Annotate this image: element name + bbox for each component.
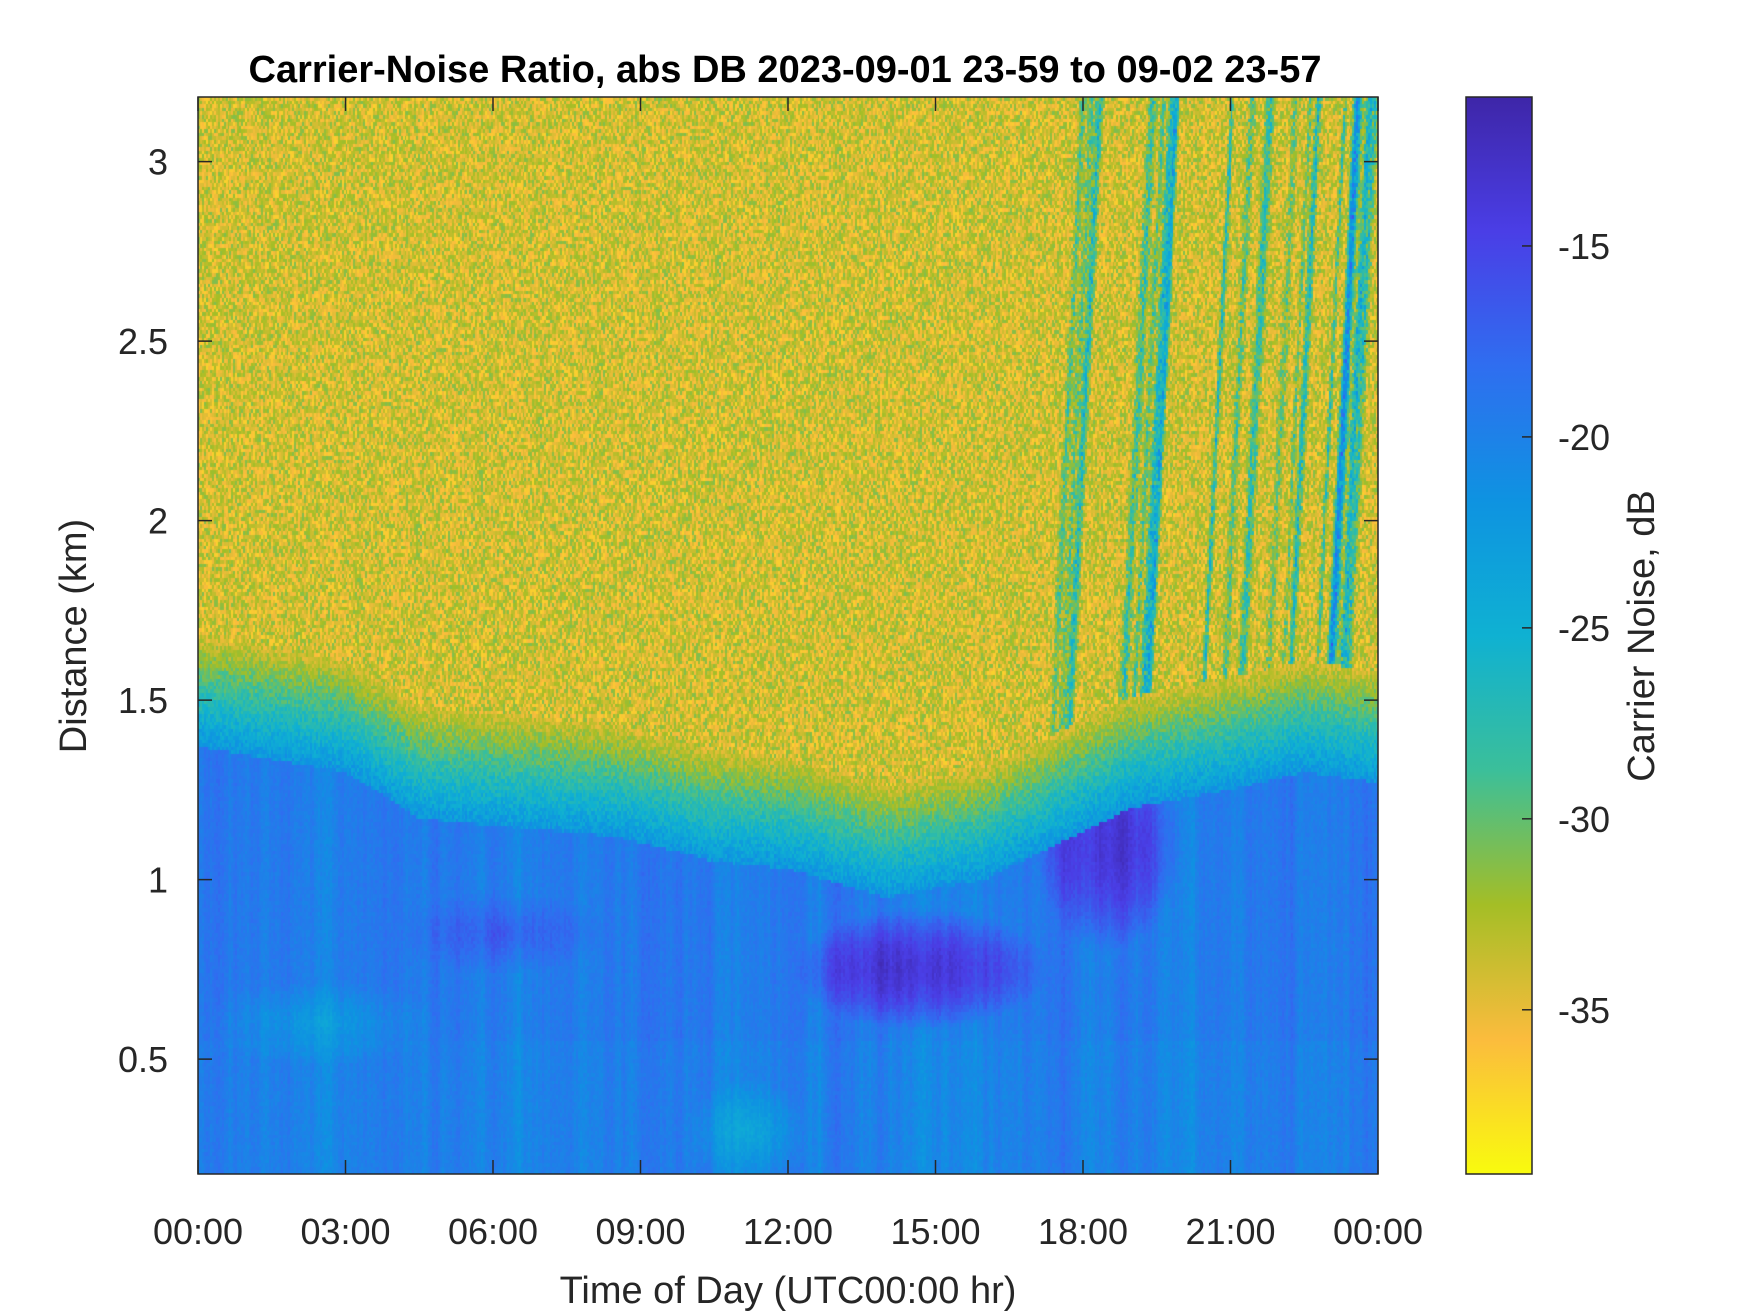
heatmap-image	[198, 97, 1378, 1174]
heatmap-canvas-holder	[198, 97, 1378, 1174]
colorbar-tick-label: -15	[1558, 226, 1610, 267]
y-axis-label: Distance (km)	[53, 519, 95, 753]
colorbar-bar	[1465, 96, 1533, 1175]
x-tick-label: 15:00	[890, 1211, 980, 1252]
colorbar-tick-label: -20	[1558, 417, 1610, 458]
chart-title: Carrier-Noise Ratio, abs DB 2023-09-01 2…	[249, 49, 1322, 91]
colorbar-ticks: -15 -20 -25 -30 -35	[1522, 226, 1610, 1031]
y-tick-label: 2.5	[118, 321, 168, 362]
y-tick-label: 1.5	[118, 680, 168, 721]
x-tick-label: 06:00	[448, 1211, 538, 1252]
y-tick-label: 2	[148, 501, 168, 542]
heatmap-plot-area	[197, 96, 1379, 1175]
x-tick-label: 12:00	[743, 1211, 833, 1252]
y-axis: 0.5 1 1.5 2 2.5 3	[118, 142, 1378, 1080]
x-tick-label: 09:00	[595, 1211, 685, 1252]
x-tick-label: 03:00	[300, 1211, 390, 1252]
y-tick-label: 0.5	[118, 1039, 168, 1080]
x-tick-label: 00:00	[1333, 1211, 1423, 1252]
x-axis-label: Time of Day (UTC00:00 hr)	[560, 1270, 1017, 1312]
y-tick-label: 1	[148, 860, 168, 901]
colorbar: -15 -20 -25 -30 -35 Carrier Noise, dB	[1465, 96, 1663, 1175]
y-tick-label: 3	[148, 142, 168, 183]
x-tick-label: 18:00	[1038, 1211, 1128, 1252]
colorbar-tick-label: -35	[1558, 990, 1610, 1031]
colorbar-tick-label: -30	[1558, 799, 1610, 840]
colorbar-label: Carrier Noise, dB	[1621, 490, 1663, 781]
x-tick-label: 00:00	[153, 1211, 243, 1252]
x-axis: 00:00 03:00 06:00 09:00 12:00 15:00 18:00 21:00…	[153, 97, 1423, 1252]
x-tick-label: 21:00	[1185, 1211, 1275, 1252]
colorbar-tick-label: -25	[1558, 608, 1610, 649]
